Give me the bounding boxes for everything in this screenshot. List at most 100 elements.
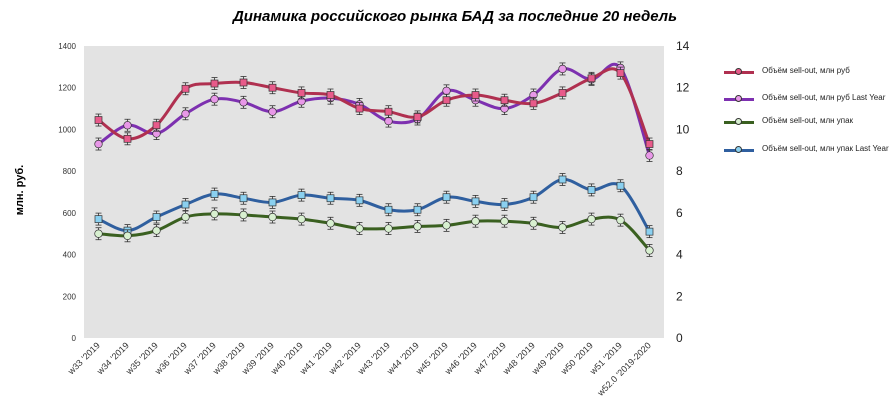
data-point <box>152 226 161 235</box>
data-point <box>94 229 103 238</box>
left-tick-label: 0 <box>72 334 77 343</box>
data-point <box>616 69 625 77</box>
data-point <box>210 209 219 219</box>
right-tick-label: 10 <box>676 122 690 136</box>
legend-label: Объём sell-out, млн руб <box>762 66 850 75</box>
data-point <box>442 96 451 105</box>
data-point <box>326 219 335 228</box>
data-point <box>94 116 103 124</box>
data-point <box>268 198 277 207</box>
series-4 <box>94 173 654 239</box>
right-tick-label: 0 <box>676 331 683 345</box>
right-axis-ticks: 0 2 4 6 8 10 12 14 <box>676 39 690 345</box>
data-point <box>94 139 103 149</box>
data-point <box>181 212 190 222</box>
data-point <box>616 181 625 190</box>
data-point <box>442 86 451 95</box>
data-point <box>471 197 480 206</box>
data-point <box>239 194 248 203</box>
legend-item: Объём sell-out, млн руб Last Year <box>724 93 894 120</box>
x-tick-label: w52.0 '2019-2020 <box>595 340 653 398</box>
data-point <box>558 89 567 97</box>
series-1 <box>94 66 654 151</box>
legend-item: Объём sell-out, млн руб <box>724 66 894 93</box>
legend-item: Объём sell-out, млн упак Last Year <box>724 144 894 171</box>
data-point <box>616 216 625 225</box>
data-point <box>645 140 654 148</box>
data-point <box>442 193 451 202</box>
right-tick-label: 4 <box>676 248 683 262</box>
data-point <box>587 186 596 194</box>
legend-label: Объём sell-out, млн руб Last Year <box>762 93 886 102</box>
data-point <box>123 121 132 130</box>
data-point <box>297 89 306 97</box>
data-point <box>413 205 422 214</box>
data-point <box>645 151 654 160</box>
data-point <box>558 223 567 232</box>
data-point <box>413 222 422 231</box>
left-tick-label: 1400 <box>58 42 76 51</box>
data-point <box>355 224 364 233</box>
data-point <box>326 91 335 99</box>
data-point <box>384 116 393 126</box>
data-point <box>123 231 132 240</box>
left-tick-label: 1200 <box>58 84 76 93</box>
series-layer <box>94 61 654 257</box>
left-tick-label: 600 <box>63 209 77 218</box>
left-tick-label: 1000 <box>58 125 76 134</box>
data-point <box>94 215 103 223</box>
data-point <box>297 191 306 199</box>
legend-marker <box>735 68 742 75</box>
data-point <box>210 190 219 198</box>
data-point <box>268 83 277 92</box>
data-point <box>442 221 451 230</box>
right-tick-label: 14 <box>676 39 690 53</box>
data-point <box>529 193 538 202</box>
data-point <box>268 212 277 222</box>
data-point <box>413 113 422 121</box>
data-point <box>268 107 277 116</box>
data-point <box>152 213 161 221</box>
data-point <box>500 217 509 226</box>
data-point <box>384 205 393 214</box>
data-point <box>471 91 480 99</box>
data-point <box>500 200 509 209</box>
data-point <box>239 78 248 87</box>
left-tick-label: 200 <box>63 292 77 301</box>
right-tick-label: 6 <box>676 206 683 220</box>
data-point <box>529 219 538 228</box>
left-axis-ticks: 0 200 400 600 800 1000 1200 1400 <box>58 42 76 343</box>
legend-item: Объём sell-out, млн упак <box>724 116 894 143</box>
data-point <box>645 227 654 236</box>
data-point <box>645 246 654 255</box>
right-tick-label: 2 <box>676 289 683 303</box>
data-point <box>181 109 190 118</box>
data-point <box>123 134 132 143</box>
data-point <box>181 84 190 93</box>
left-tick-label: 800 <box>63 167 77 176</box>
data-point <box>181 200 190 209</box>
legend-marker <box>735 118 742 125</box>
data-point <box>210 95 219 104</box>
legend-marker <box>735 95 742 102</box>
data-point <box>558 64 567 74</box>
data-point <box>529 99 538 108</box>
legend-label: Объём sell-out, млн упак <box>762 116 854 125</box>
data-point <box>587 214 596 224</box>
data-point <box>210 79 219 88</box>
data-point <box>239 210 248 220</box>
data-point <box>355 104 364 113</box>
data-point <box>152 121 161 130</box>
data-point <box>239 98 248 107</box>
data-point <box>355 196 364 205</box>
data-point <box>558 175 567 184</box>
chart-title: Динамика российского рынка БАД за послед… <box>232 8 678 25</box>
left-tick-label: 400 <box>63 251 77 260</box>
data-point <box>500 96 509 105</box>
data-point <box>297 214 306 224</box>
legend-label: Объём sell-out, млн упак Last Year <box>762 144 889 153</box>
data-point <box>471 217 480 226</box>
plot-area <box>84 46 664 338</box>
